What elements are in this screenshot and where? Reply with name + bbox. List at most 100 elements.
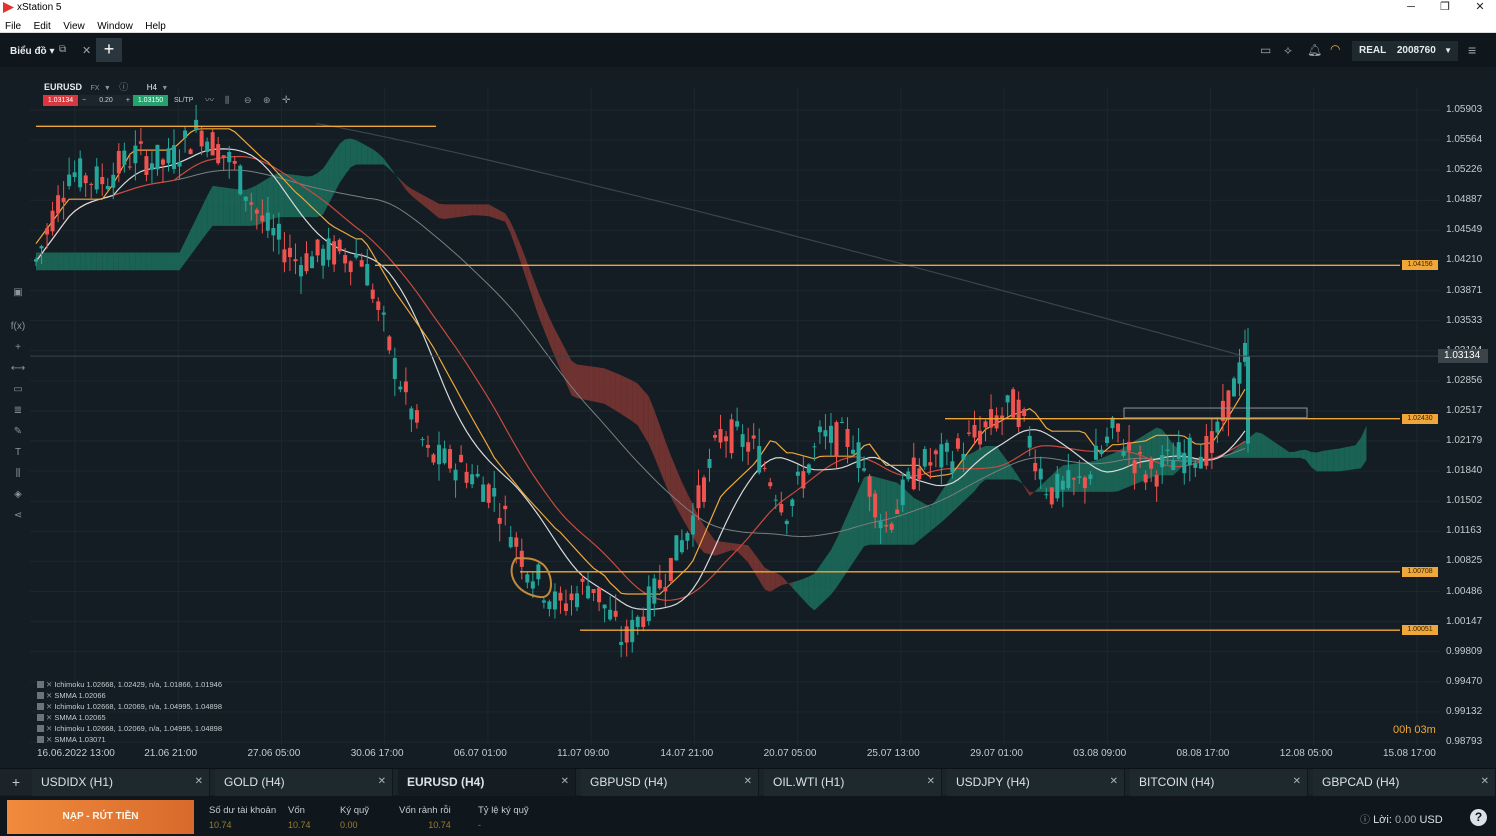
function-icon[interactable]: f(x) bbox=[10, 321, 26, 332]
checkbox-icon[interactable] bbox=[37, 703, 44, 710]
tab-bitcoin[interactable]: BITCOIN (H4) ✕ bbox=[1130, 769, 1308, 796]
close-tab-icon[interactable]: ✕ bbox=[560, 776, 569, 787]
detach-icon[interactable]: ⧉ bbox=[59, 44, 67, 55]
menu-window[interactable]: Window bbox=[97, 21, 133, 32]
pencil-tool-icon[interactable]: ✎ bbox=[13, 426, 23, 437]
checkbox-icon[interactable] bbox=[37, 692, 44, 699]
tab-usdjpy[interactable]: USDJPY (H4) ✕ bbox=[947, 769, 1125, 796]
candle-body bbox=[922, 449, 927, 467]
buy-button[interactable]: 1.03150 bbox=[133, 95, 168, 106]
close-tab-icon[interactable]: ✕ bbox=[377, 776, 386, 787]
date-axis-label: 11.07 09:00 bbox=[557, 748, 610, 759]
price-chart[interactable] bbox=[0, 67, 1496, 767]
help-button[interactable]: ? bbox=[1470, 809, 1487, 826]
volume-minus[interactable]: − bbox=[82, 97, 87, 104]
ichimoku-cloud bbox=[830, 539, 837, 595]
text-tool-icon[interactable]: T bbox=[14, 447, 22, 458]
candle-body bbox=[354, 254, 359, 258]
indicator-item[interactable]: ✕ SMMA 1.02065 bbox=[37, 713, 222, 724]
connection-icon: ◠ bbox=[1330, 42, 1341, 56]
ichimoku-cloud bbox=[1156, 427, 1163, 476]
info-icon[interactable]: ⓘ bbox=[1360, 815, 1370, 826]
level-price-tag: 1.00708 bbox=[1402, 566, 1438, 577]
indicator-item[interactable]: ✕ SMMA 1.02066 bbox=[37, 691, 222, 702]
notifications-icon[interactable]: 🔔︎ bbox=[1307, 43, 1323, 57]
network-icon[interactable]: ⟡ bbox=[1284, 43, 1292, 57]
indicator-item[interactable]: ✕ Ichimoku 1.02668, 1.02069, n/a, 1.0499… bbox=[37, 724, 222, 735]
menu-edit[interactable]: Edit bbox=[33, 21, 51, 32]
chart-panel[interactable]: EURUSD FX ▼ ⓘ H4 ▼ 1.03134 − 0.20 + 1.03… bbox=[0, 67, 1496, 767]
candle-body bbox=[249, 202, 254, 205]
share-icon[interactable]: ⋖ bbox=[13, 510, 23, 521]
crosshair-icon[interactable]: ✛ bbox=[282, 95, 291, 106]
timeframe-selector[interactable]: H4 bbox=[146, 83, 157, 92]
menu-file[interactable]: File bbox=[5, 21, 22, 32]
add-layout-button[interactable]: + bbox=[96, 38, 122, 62]
margin-item: Ký quỹ 0.00 bbox=[340, 805, 369, 830]
indicator-item[interactable]: ✕ SMMA 1.03071 bbox=[37, 735, 222, 746]
chevron-down-icon[interactable]: ▼ bbox=[161, 85, 169, 92]
price-axis-label: 1.04210 bbox=[1446, 254, 1483, 266]
charts-menu-button[interactable]: Biểu đồ ▾ bbox=[10, 46, 55, 57]
tab-gold[interactable]: GOLD (H4) ✕ bbox=[215, 769, 393, 796]
minimize-button[interactable]: ─ bbox=[1407, 1, 1415, 13]
info-icon[interactable]: ⓘ bbox=[119, 82, 129, 92]
volume-plus[interactable]: + bbox=[125, 97, 130, 104]
checkbox-icon[interactable] bbox=[37, 725, 44, 732]
close-tab-icon[interactable]: ✕ bbox=[743, 776, 752, 787]
close-tab-icon[interactable]: ✕ bbox=[1292, 776, 1301, 787]
close-tab-icon[interactable]: ✕ bbox=[1480, 776, 1489, 787]
checkbox-icon[interactable] bbox=[37, 714, 44, 721]
add-tab-button[interactable]: + bbox=[11, 774, 21, 790]
screenshot-icon[interactable]: ▣ bbox=[13, 287, 23, 298]
zoom-out-icon[interactable]: ⊖ bbox=[244, 95, 252, 105]
rectangle-tool-icon[interactable]: ▭ bbox=[13, 384, 23, 395]
chart-type-icon[interactable]: 〰 bbox=[205, 95, 215, 105]
ichimoku-cloud bbox=[328, 152, 335, 204]
menu-help[interactable]: Help bbox=[145, 21, 166, 32]
fibonacci-tool-icon[interactable]: ≣ bbox=[13, 405, 23, 416]
tab-oilwti[interactable]: OIL.WTI (H1) ✕ bbox=[764, 769, 942, 796]
hamburger-menu-icon[interactable]: ≡ bbox=[1468, 42, 1477, 58]
sltp-button[interactable]: SL/TP bbox=[174, 97, 194, 104]
candle-body bbox=[1082, 477, 1087, 489]
account-type: REAL bbox=[1359, 45, 1387, 56]
crosshair-tool-icon[interactable]: + bbox=[15, 342, 21, 353]
candle-body bbox=[950, 461, 955, 473]
balance-label: Số dư tài khoản bbox=[209, 805, 277, 816]
candle-body bbox=[713, 435, 718, 438]
profit-display: ⓘ Lời: 0.00 USD bbox=[1360, 811, 1443, 826]
date-axis-label: 25.07 13:00 bbox=[866, 748, 920, 759]
ichimoku-cloud bbox=[1349, 445, 1356, 470]
ichimoku-cloud bbox=[963, 454, 969, 502]
line-tool-icon[interactable]: ⟷ bbox=[10, 363, 26, 374]
checkbox-icon[interactable] bbox=[37, 736, 44, 743]
indicator-item[interactable]: ✕ Ichimoku 1.02668, 1.02069, n/a, 1.0499… bbox=[37, 702, 222, 713]
tab-usdidx[interactable]: USDIDX (H1) ✕ bbox=[32, 769, 210, 796]
chevron-down-icon[interactable]: ▼ bbox=[103, 85, 111, 92]
symbol-name[interactable]: EURUSD bbox=[44, 82, 83, 92]
deposit-withdraw-button[interactable]: NẠP - RÚT TIỀN bbox=[7, 800, 194, 834]
indicators-icon[interactable]: ⫼ bbox=[225, 95, 230, 105]
fullscreen-icon[interactable]: ▭ bbox=[1260, 43, 1272, 57]
close-window-button[interactable]: ✕ bbox=[1475, 1, 1485, 13]
restore-button[interactable]: ❐ bbox=[1440, 1, 1450, 13]
close-tab-icon[interactable]: ✕ bbox=[926, 776, 935, 787]
date-axis-label: 14.07 21:00 bbox=[660, 748, 714, 759]
sell-button[interactable]: 1.03134 bbox=[43, 95, 78, 106]
close-tab-icon[interactable]: ✕ bbox=[194, 776, 203, 787]
close-layout-icon[interactable]: ✕ bbox=[82, 45, 92, 57]
close-tab-icon[interactable]: ✕ bbox=[1109, 776, 1118, 787]
zoom-in-icon[interactable]: ⊕ bbox=[263, 95, 271, 105]
indicator-item[interactable]: ✕ Ichimoku 1.02668, 1.02429, n/a, 1.0186… bbox=[37, 680, 222, 691]
menu-view[interactable]: View bbox=[63, 21, 85, 32]
account-selector[interactable]: REAL 2008760 ▼ bbox=[1352, 41, 1458, 61]
tab-eurusd[interactable]: EURUSD (H4) ✕ bbox=[398, 769, 576, 796]
measure-tool-icon[interactable]: ⫼ bbox=[15, 468, 21, 479]
layers-icon[interactable]: ◈ bbox=[14, 489, 22, 500]
checkbox-icon[interactable] bbox=[37, 681, 44, 688]
tab-gbpusd[interactable]: GBPUSD (H4) ✕ bbox=[581, 769, 759, 796]
candle-body bbox=[972, 425, 977, 438]
volume-input[interactable]: − 0.20 + bbox=[79, 95, 133, 106]
tab-gbpcad[interactable]: GBPCAD (H4) ✕ bbox=[1313, 769, 1496, 796]
